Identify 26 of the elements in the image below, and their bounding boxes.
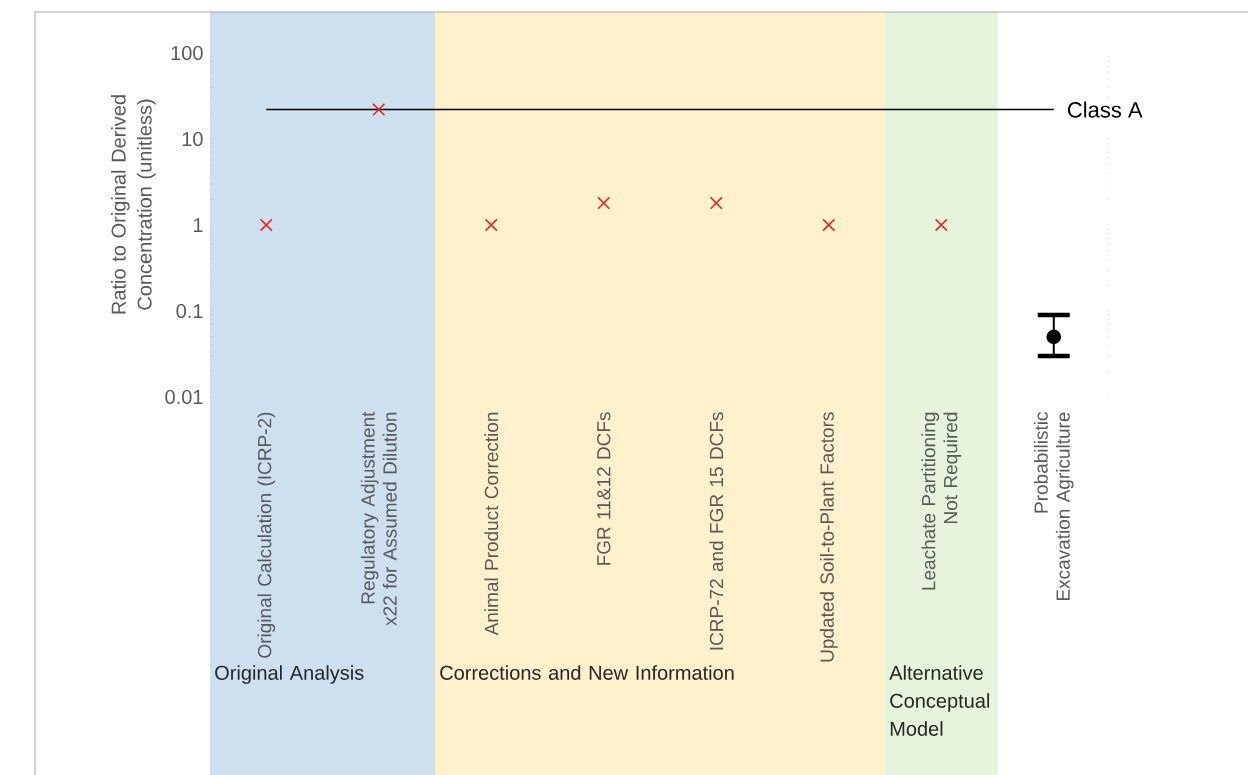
ref-line-label: Class A: [1067, 101, 1143, 118]
y-tick-label: 0.1: [176, 303, 203, 319]
y-tick-label: 0.01: [165, 389, 203, 405]
x-tick-label: ICRP-72 and FGR 15 DCFs: [709, 412, 724, 650]
point: [709, 196, 723, 210]
x-tick-label: FGR 11&12 DCFs: [597, 412, 611, 565]
y-tick-label: 1: [193, 218, 203, 232]
text: Alternative Conceptual Model: [889, 665, 990, 736]
point: [372, 103, 386, 117]
point: [822, 218, 836, 232]
point: [1046, 329, 1062, 345]
x-tick-label: Original Calculation (ICRP-2): [257, 412, 276, 658]
y-tick-label: 10: [182, 131, 203, 147]
point: [934, 218, 948, 232]
x-tick-label: Leachate Partitioning Not Required: [921, 412, 962, 590]
x-tick-label: Probabilistic Excavation Agriculture: [1033, 412, 1074, 601]
y-axis-title: Ratio to Original Derived Concentration (unitless): [111, 95, 156, 314]
x-tick-label: Regulatory Adjustment x22 for Assumed Dilution: [360, 411, 397, 626]
text: Corrections and New Information: [440, 665, 734, 680]
point: [484, 218, 498, 232]
y-tick-label: 100: [171, 45, 203, 61]
x-tick-label: Animal Product Correction: [484, 412, 499, 636]
x-tick-label: Updated Soil-to-Plant Factors: [819, 412, 838, 662]
point: [259, 218, 273, 232]
point: [597, 196, 611, 210]
text: Original Analysis: [215, 665, 364, 684]
